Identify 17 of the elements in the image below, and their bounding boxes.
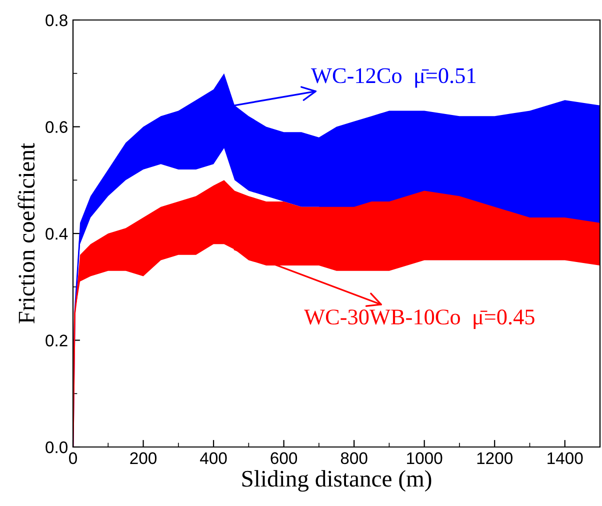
y-tick-label: 0.6 (46, 121, 68, 133)
annotation: WC-30WB-10Co μ̄=0.45 (304, 310, 534, 330)
x-tick-label: 1400 (548, 452, 583, 464)
x-tick-label: 0 (69, 452, 77, 464)
x-tick-label: 600 (270, 452, 298, 464)
x-axis-title: Sliding distance (m) (242, 470, 432, 492)
y-axis-title: Friction coefficient (18, 143, 35, 324)
y-tick-label: 0.8 (46, 14, 68, 26)
y-tick-label: 0.2 (46, 334, 68, 346)
x-tick-label: 800 (340, 452, 368, 464)
annotation: WC-12Co μ̄=0.51 (311, 68, 476, 88)
y-tick-label: 0.0 (46, 441, 68, 454)
y-tick-label: 0.4 (46, 228, 68, 240)
x-tick-label: 1000 (407, 452, 442, 464)
x-tick-label: 1200 (477, 452, 512, 464)
x-tick-label: 400 (200, 452, 227, 464)
x-tick-label: 200 (130, 452, 157, 464)
